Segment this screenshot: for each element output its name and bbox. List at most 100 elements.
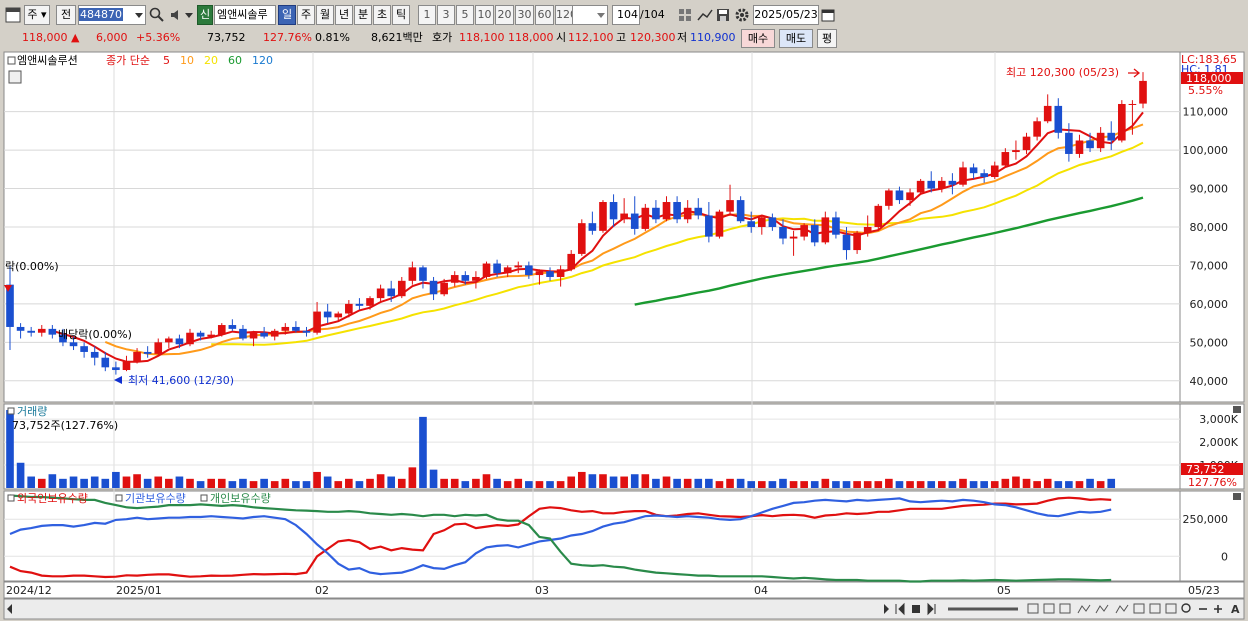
candle-body (1086, 140, 1094, 149)
volume-bar (842, 481, 851, 488)
volume-bar (323, 476, 332, 488)
market-select[interactable]: 주 ▾ (24, 5, 50, 25)
candle-body (186, 332, 194, 345)
gridlines (4, 52, 1180, 581)
scroll-right-icon[interactable] (884, 604, 889, 614)
settings-gear-icon[interactable] (733, 6, 751, 24)
interval-dropdown-icon[interactable] (594, 6, 608, 24)
candle-body (1065, 132, 1073, 154)
date-tick-label: 05/23 (1188, 584, 1220, 597)
tool-window-icon[interactable] (1059, 603, 1071, 614)
volume-bar (69, 476, 78, 488)
holdings-panel-close-icon[interactable] (1233, 493, 1241, 500)
code-dropdown-icon[interactable] (132, 6, 146, 24)
chart-area[interactable]: 40,000 50,000 60,000 70,000 80,000 90,000 100,… (0, 50, 1248, 621)
candle-body (853, 232, 861, 251)
volume-bar (683, 478, 692, 488)
candle-body (1043, 105, 1052, 122)
volume-bar (366, 478, 374, 488)
volume-bar (143, 478, 152, 488)
save-icon[interactable] (714, 6, 732, 24)
code-input[interactable]: 484870 (78, 5, 146, 25)
candle-body (969, 167, 978, 174)
candle-body (609, 202, 618, 220)
current-price-tag (1181, 72, 1243, 84)
calendar-icon[interactable] (819, 6, 837, 24)
period-2[interactable]: 월 (316, 5, 334, 25)
trend-tool-icon[interactable] (696, 6, 714, 24)
interval-1[interactable]: 1 (418, 5, 436, 25)
volume-bar (652, 478, 660, 488)
price-tick-label: 90,000 (1190, 183, 1229, 196)
interval-10[interactable]: 10 (475, 5, 494, 25)
interval-3[interactable]: 3 (437, 5, 455, 25)
period-6[interactable]: 틱 (392, 5, 410, 25)
eval-button[interactable]: 평 (817, 29, 837, 48)
interval-60[interactable]: 60 (535, 5, 554, 25)
stop-icon[interactable] (912, 605, 920, 613)
zoom-icon[interactable] (1181, 603, 1191, 613)
tool-wave-icon[interactable] (1115, 604, 1129, 614)
legend-stock-name: 엠앤씨솔루션 (17, 54, 78, 67)
tool-copy-icon[interactable] (1043, 603, 1055, 614)
volume-bar (16, 462, 25, 488)
candle-body (1118, 103, 1126, 141)
volume-bar (546, 481, 554, 488)
candle-body (599, 202, 607, 231)
volume-title: 거래량 (17, 405, 47, 418)
candle-body (863, 227, 872, 233)
panel-menu-icon[interactable] (8, 70, 22, 84)
candle-body (366, 298, 374, 306)
stock-chart[interactable]: 40,000 50,000 60,000 70,000 80,000 90,000 100,… (0, 50, 1248, 621)
period-4[interactable]: 분 (354, 5, 372, 25)
period-0[interactable]: 일 (278, 5, 296, 25)
tool-rect-icon[interactable] (1027, 603, 1039, 614)
volume-bar (800, 481, 808, 488)
annotations: 락(0.00%) 배당락(0.00%) 최저 41,600 (12/30) 최고… (4, 53, 1243, 387)
price-tick-label: 100,000 (1183, 144, 1229, 157)
tool-layer-icon[interactable] (1149, 603, 1161, 614)
sell-button[interactable]: 매도 (779, 29, 813, 48)
scroll-left-icon[interactable] (7, 604, 12, 614)
buy-button[interactable]: 매수 (741, 29, 775, 48)
tool-box-icon[interactable] (1133, 603, 1145, 614)
speaker-icon[interactable] (168, 6, 186, 24)
date-input[interactable]: 2025/05/23 (753, 5, 819, 25)
auto-scale-icon[interactable]: A (1231, 603, 1240, 616)
candle-body (630, 213, 639, 229)
scroll-first-icon[interactable] (895, 602, 905, 616)
period-1[interactable]: 주 (297, 5, 315, 25)
volume-bar (6, 410, 14, 488)
volume-bar (27, 476, 35, 488)
interval-120[interactable]: 120 (555, 5, 576, 25)
price-axis (1179, 51, 1245, 403)
scroll-bar[interactable] (3, 598, 1245, 620)
volume-bar (228, 481, 237, 488)
period-3[interactable]: 년 (335, 5, 353, 25)
grid-icon[interactable] (676, 6, 694, 24)
candle-body (1001, 152, 1010, 166)
tool-trend-icon[interactable] (1095, 604, 1109, 614)
zoom-in-icon[interactable] (1214, 605, 1222, 613)
scope-button[interactable]: 전 (56, 5, 76, 25)
period-5[interactable]: 초 (373, 5, 391, 25)
window-menu-icon[interactable] (4, 6, 22, 24)
scroll-last-icon[interactable] (927, 602, 936, 616)
tool-line-icon[interactable] (1077, 604, 1091, 614)
custom-interval-field[interactable] (572, 5, 608, 25)
search-icon[interactable] (148, 6, 166, 24)
interval-20[interactable]: 20 (495, 5, 514, 25)
scroll-controls: A (7, 602, 1240, 616)
volume-bar (302, 481, 311, 488)
date-tick-label: 04 (754, 584, 768, 597)
count-input[interactable]: 104 (612, 5, 640, 25)
speaker-dropdown-icon[interactable] (184, 6, 194, 24)
tool-grid-icon[interactable] (1165, 603, 1177, 614)
volume-bar (217, 478, 226, 488)
candles (6, 72, 1147, 375)
volume-ratio: 127.76% (263, 31, 312, 44)
interval-30[interactable]: 30 (515, 5, 534, 25)
volume-bar (821, 478, 830, 488)
interval-5[interactable]: 5 (456, 5, 474, 25)
volume-panel-close-icon[interactable] (1233, 406, 1241, 413)
